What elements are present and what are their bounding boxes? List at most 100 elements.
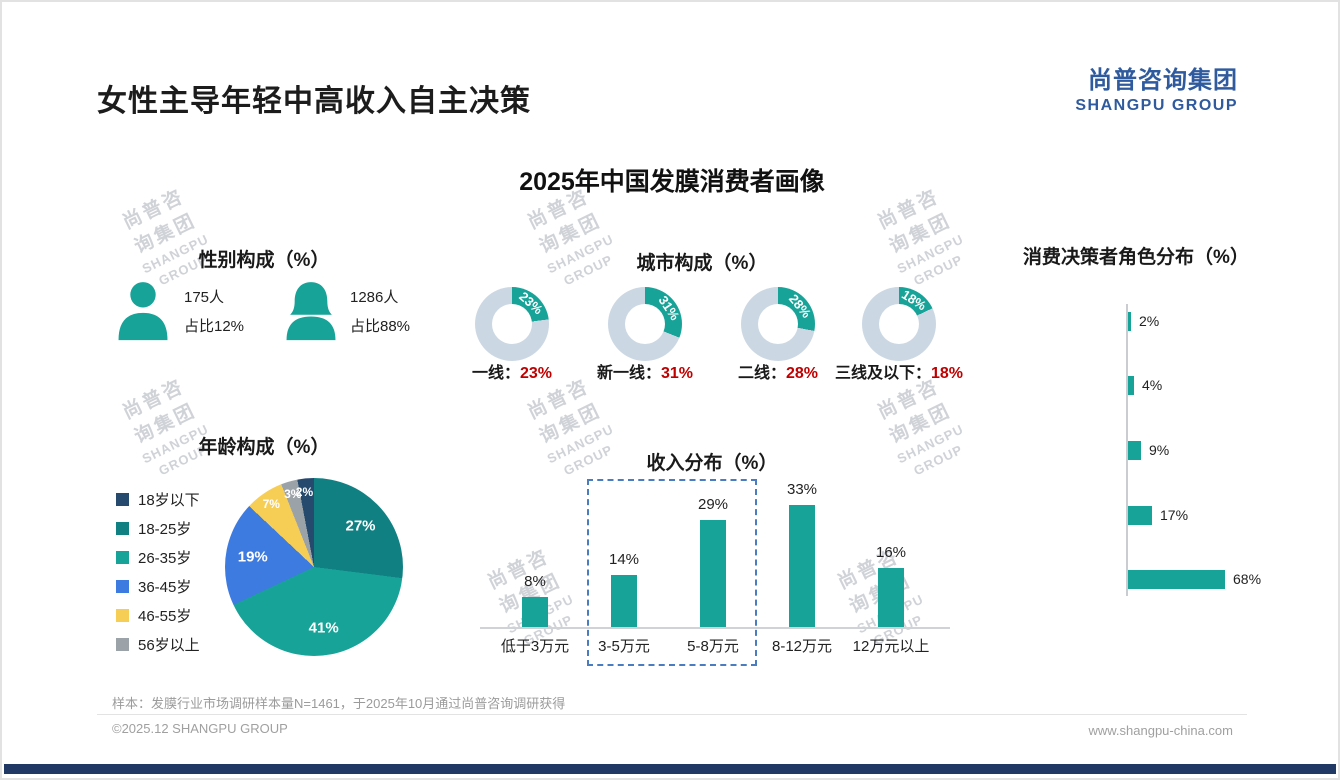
male-icon: [114, 280, 172, 349]
watermark-en: SHANGPU GROUP: [894, 421, 967, 479]
city-section-title: 城市构成（%）: [636, 253, 768, 274]
pie-slice-label: 7%: [262, 497, 280, 512]
income-bar-value: 14%: [608, 551, 640, 568]
city-label: 二线：28%: [693, 359, 863, 383]
age-legend-item: 36-45岁: [116, 572, 200, 601]
city-label-text: 二线：: [737, 365, 786, 382]
logo: 尚普咨询集团 SHANGPU GROUP: [1075, 60, 1238, 115]
city-label-value: 31%: [660, 365, 694, 382]
income-bar: [878, 568, 904, 627]
decision-bar-value: 4%: [1142, 377, 1163, 393]
income-bar: [522, 597, 548, 627]
footer-copyright: ©2025.12 SHANGPU GROUP: [112, 721, 288, 736]
income-category-label: 低于3万元: [500, 638, 570, 655]
pie-slice-label: 3%: [284, 487, 302, 502]
city-label-text: 三线及以下：: [834, 365, 931, 382]
decision-bar: [1128, 570, 1225, 589]
decision-section-title: 消费决策者角色分布（%）: [1023, 247, 1249, 268]
page-title: 女性主导年轻中高收入自主决策: [97, 85, 531, 118]
income-section-title: 收入分布（%）: [646, 453, 778, 474]
age-section-title: 年龄构成（%）: [198, 437, 330, 458]
decision-bar-value: 68%: [1233, 571, 1262, 587]
watermark-en: SHANGPU GROUP: [894, 231, 967, 289]
income-category-label: 3-5万元: [598, 638, 650, 655]
pie-slice-label: 41%: [308, 619, 339, 637]
decision-bar-value: 2%: [1139, 313, 1160, 329]
gender-section-title: 性别构成（%）: [198, 250, 330, 271]
age-legend-label: 18岁以下: [138, 492, 200, 509]
age-legend: 18岁以下 18-25岁 26-35岁 36-45岁 46-55岁 56岁以上: [116, 485, 200, 659]
female-share: 占比88%: [350, 318, 411, 335]
pie-slice-label: 19%: [237, 548, 268, 566]
income-bar-value: 33%: [786, 481, 818, 498]
decision-axis-line: [1126, 304, 1128, 596]
income-category-label: 12万元以上: [852, 638, 930, 655]
age-legend-item: 56岁以上: [116, 630, 200, 659]
age-legend-label: 26-35岁: [138, 550, 192, 567]
age-legend-label: 46-55岁: [138, 608, 192, 625]
sample-note: 样本：发膜行业市场调研样本量N=1461，于2025年10月通过尚普咨询调研获得: [112, 696, 566, 711]
donut-hole: [758, 304, 798, 344]
age-legend-item: 18-25岁: [116, 514, 200, 543]
age-legend-label: 36-45岁: [138, 579, 192, 596]
income-bar: [611, 575, 637, 627]
male-share: 占比12%: [184, 318, 245, 335]
male-icon-svg: [118, 282, 168, 341]
decision-bar-value: 9%: [1149, 442, 1170, 458]
female-icon: [282, 280, 340, 349]
decision-bar: [1128, 441, 1141, 460]
donut-chart: 28%: [741, 287, 815, 361]
age-legend-swatch: [116, 522, 129, 535]
income-bar-value: 8%: [524, 573, 546, 590]
logo-cn: 尚普咨询集团: [1088, 67, 1238, 94]
donut-chart: 18%: [862, 287, 936, 361]
age-legend-item: 18岁以下: [116, 485, 200, 514]
city-label-value: 28%: [785, 365, 819, 382]
age-legend-swatch: [116, 580, 129, 593]
donut-hole: [625, 304, 665, 344]
income-highlight-box: [587, 479, 757, 666]
female-count: 1286人: [350, 289, 399, 306]
income-category-label: 5-8万元: [687, 638, 739, 655]
donut-hole: [492, 304, 532, 344]
male-stats: 175人 占比12%: [184, 283, 244, 341]
city-label-text: 一线：: [471, 365, 520, 382]
age-legend-swatch: [116, 609, 129, 622]
income-bar: [789, 505, 815, 627]
income-category-label: 8-12万元: [771, 638, 833, 655]
decision-bar: [1128, 506, 1152, 525]
income-bar: [700, 520, 726, 627]
city-label: 新一线：31%: [560, 359, 730, 383]
logo-en: SHANGPU GROUP: [1075, 97, 1238, 114]
city-label-value: 23%: [519, 365, 553, 382]
age-legend-swatch: [116, 638, 129, 651]
pie-slice-label: 27%: [345, 517, 376, 535]
footer-website: www.shangpu-china.com: [1088, 723, 1233, 738]
decision-bar: [1128, 376, 1134, 395]
donut-chart: 31%: [608, 287, 682, 361]
age-legend-label: 56岁以上: [138, 637, 200, 654]
decision-bar: [1128, 312, 1131, 331]
donut-hole: [879, 304, 919, 344]
female-icon-svg: [286, 282, 336, 341]
female-stats: 1286人 占比88%: [350, 283, 410, 341]
male-count: 175人: [184, 289, 225, 306]
donut-chart: 23%: [475, 287, 549, 361]
age-legend-label: 18-25岁: [138, 521, 192, 538]
decision-bar-value: 17%: [1160, 507, 1189, 523]
pie-slice-label: 2%: [295, 484, 314, 499]
age-legend-item: 26-35岁: [116, 543, 200, 572]
bottom-accent-bar: [4, 764, 1336, 774]
age-legend-swatch: [116, 493, 129, 506]
age-legend-swatch: [116, 551, 129, 564]
watermark-cn: 尚普咨询集团: [524, 375, 605, 448]
income-bar-value: 29%: [697, 496, 729, 513]
age-legend-item: 46-55岁: [116, 601, 200, 630]
income-bar-value: 16%: [875, 544, 907, 561]
